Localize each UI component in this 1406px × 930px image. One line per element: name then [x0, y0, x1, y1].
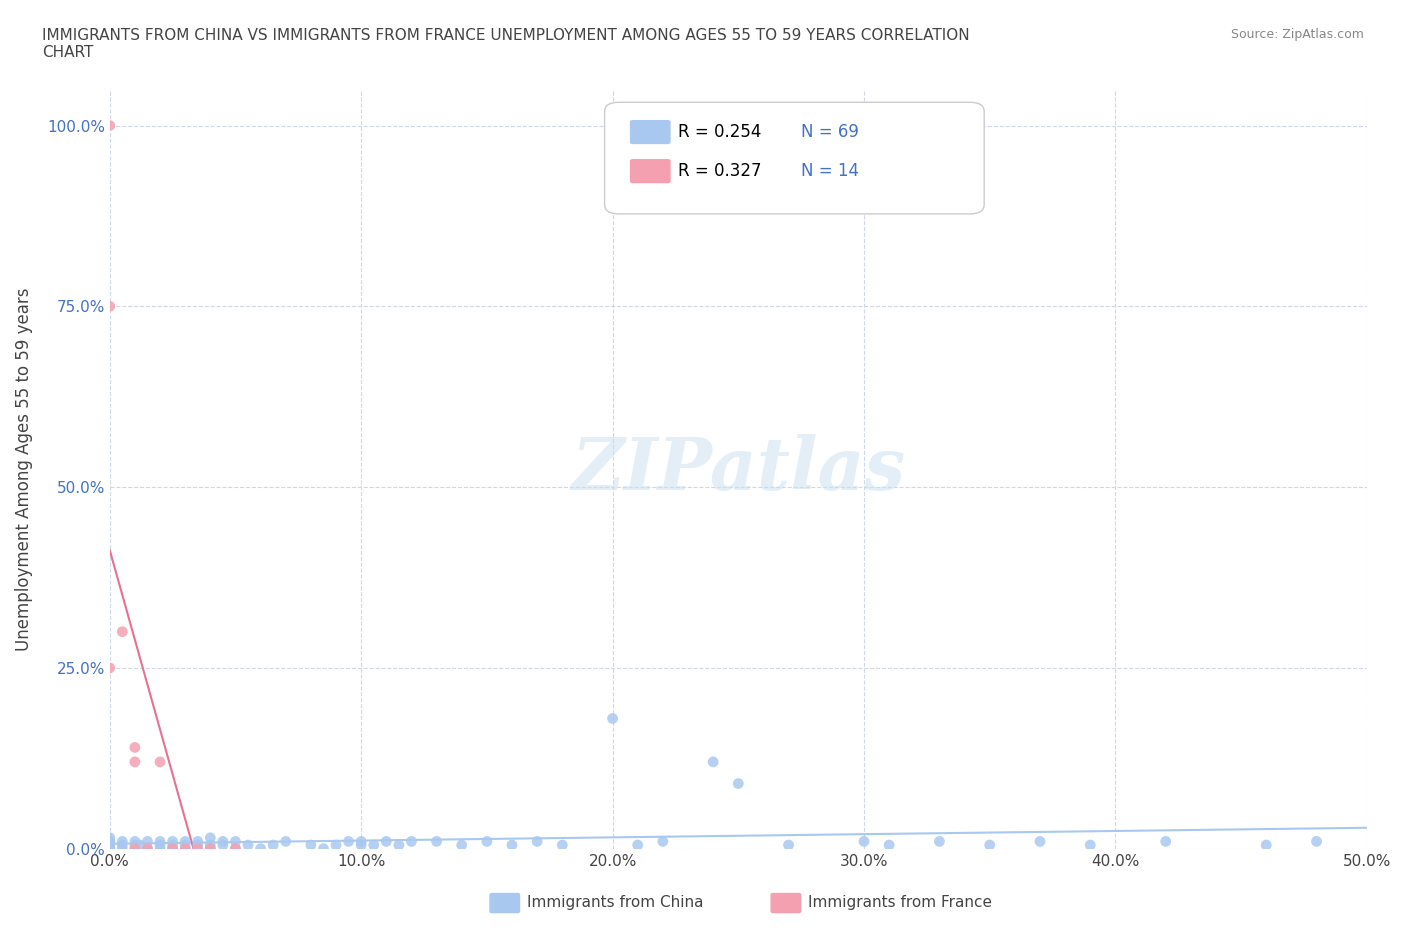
Point	[124, 834, 146, 849]
Point	[627, 838, 650, 853]
Point	[337, 834, 360, 849]
Point	[98, 838, 121, 853]
Point	[98, 834, 121, 849]
Point	[212, 838, 235, 853]
Point	[350, 834, 373, 849]
Point	[426, 834, 449, 849]
Text: Source: ZipAtlas.com: Source: ZipAtlas.com	[1230, 28, 1364, 41]
Text: N = 14: N = 14	[801, 162, 859, 180]
Point	[236, 838, 259, 853]
Point	[224, 842, 246, 857]
Point	[124, 842, 146, 857]
Point	[1029, 834, 1052, 849]
Text: IMMIGRANTS FROM CHINA VS IMMIGRANTS FROM FRANCE UNEMPLOYMENT AMONG AGES 55 TO 59: IMMIGRANTS FROM CHINA VS IMMIGRANTS FROM…	[42, 28, 970, 60]
Point	[98, 660, 121, 675]
Point	[877, 838, 900, 853]
Point	[727, 777, 749, 791]
Point	[200, 838, 222, 853]
Text: R = 0.254: R = 0.254	[678, 123, 761, 141]
Point	[98, 842, 121, 857]
Point	[778, 838, 800, 853]
Point	[350, 838, 373, 853]
Point	[98, 834, 121, 849]
Point	[375, 834, 398, 849]
Point	[187, 842, 209, 857]
Text: R = 0.327: R = 0.327	[678, 162, 761, 180]
Text: Immigrants from France: Immigrants from France	[808, 895, 993, 910]
Point	[450, 838, 472, 853]
Point	[853, 834, 876, 849]
Point	[1078, 838, 1101, 853]
Point	[174, 838, 197, 853]
Point	[1305, 834, 1327, 849]
Point	[187, 834, 209, 849]
Point	[162, 842, 184, 857]
Point	[224, 834, 246, 849]
Point	[551, 838, 574, 853]
Point	[928, 834, 950, 849]
Point	[162, 838, 184, 853]
Text: N = 69: N = 69	[801, 123, 859, 141]
Point	[129, 838, 152, 853]
Point	[274, 834, 297, 849]
Point	[111, 834, 134, 849]
Point	[702, 754, 724, 769]
Point	[1154, 834, 1177, 849]
Point	[979, 838, 1001, 853]
Point	[174, 834, 197, 849]
Point	[526, 834, 548, 849]
Point	[162, 834, 184, 849]
Point	[200, 830, 222, 845]
Point	[388, 838, 411, 853]
Point	[136, 842, 159, 857]
Text: Immigrants from China: Immigrants from China	[527, 895, 704, 910]
Point	[475, 834, 498, 849]
Text: ZIPatlas: ZIPatlas	[571, 433, 905, 504]
Point	[162, 842, 184, 857]
Point	[124, 838, 146, 853]
Point	[651, 834, 673, 849]
Point	[98, 299, 121, 313]
Point	[501, 838, 523, 853]
Point	[149, 754, 172, 769]
Point	[111, 838, 134, 853]
Point	[98, 842, 121, 857]
Point	[200, 842, 222, 857]
Point	[262, 838, 284, 853]
Point	[187, 838, 209, 853]
Point	[111, 842, 134, 857]
Point	[174, 842, 197, 857]
Point	[363, 838, 385, 853]
Point	[149, 838, 172, 853]
Point	[299, 838, 322, 853]
Point	[149, 834, 172, 849]
Point	[124, 754, 146, 769]
Point	[136, 834, 159, 849]
Point	[136, 842, 159, 857]
Point	[111, 624, 134, 639]
Point	[124, 842, 146, 857]
Point	[174, 842, 197, 857]
Point	[249, 842, 271, 857]
Point	[212, 834, 235, 849]
Point	[224, 842, 246, 857]
Point	[401, 834, 423, 849]
Point	[124, 740, 146, 755]
Point	[312, 842, 335, 857]
Point	[602, 711, 624, 726]
Point	[325, 838, 347, 853]
Point	[149, 842, 172, 857]
Point	[200, 842, 222, 857]
Y-axis label: Unemployment Among Ages 55 to 59 years: Unemployment Among Ages 55 to 59 years	[15, 287, 32, 651]
Point	[98, 118, 121, 133]
Point	[1256, 838, 1278, 853]
Point	[98, 838, 121, 853]
Point	[98, 830, 121, 845]
